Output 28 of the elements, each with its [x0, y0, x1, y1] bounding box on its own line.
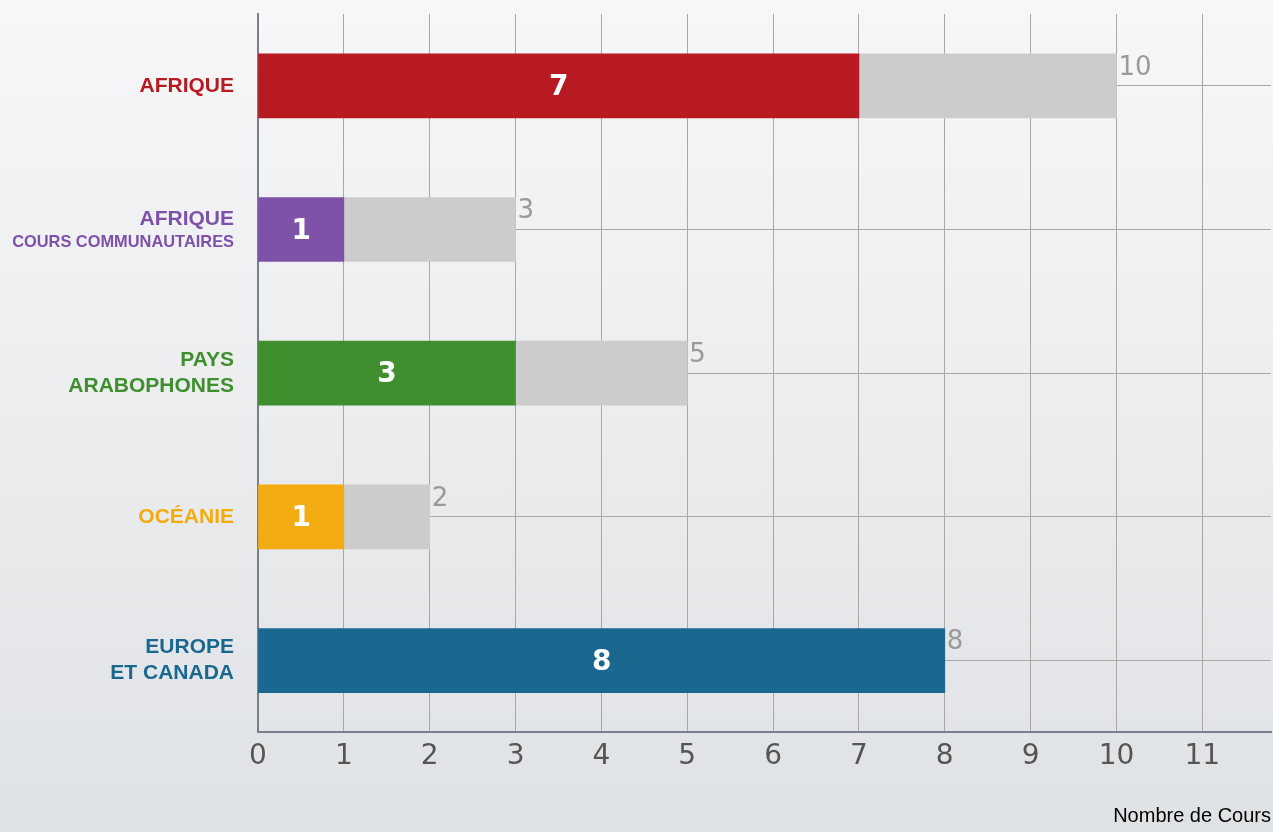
x-tick-label: 1 [334, 738, 353, 772]
x-tick-label: 11 [1184, 738, 1221, 772]
y-tick-label: AFRIQUE COURS COMMUNAUTAIRES [12, 206, 235, 251]
x-tick-label: 0 [249, 738, 267, 772]
x-tick-label: 10 [1098, 738, 1135, 772]
y-tick-label: PAYS ARABOPHONES [68, 346, 234, 397]
x-tick-label: 3 [506, 738, 525, 772]
x-tick-label: 2 [420, 738, 439, 772]
x-tick-label: 4 [592, 738, 611, 772]
data-label: 8 [591, 643, 612, 677]
total-label: 5 [689, 337, 706, 368]
x-axis-title: Nombre de Cours [1113, 803, 1271, 826]
data-label: 7 [548, 69, 569, 103]
data-label: 3 [377, 356, 397, 390]
x-tick-label: 7 [850, 738, 868, 772]
total-label: 8 [946, 625, 964, 656]
x-tick-label: 6 [764, 738, 782, 772]
x-tick-label: 9 [1021, 738, 1040, 772]
y-tick-label: OCÉANIE [138, 503, 234, 527]
data-label: 1 [291, 500, 311, 534]
x-tick-label: 8 [935, 738, 954, 772]
x-tick-label: 5 [678, 738, 697, 772]
total-label: 10 [1118, 50, 1152, 81]
y-tick-label: EUROPE ET CANADA [110, 634, 234, 684]
total-label: 3 [517, 194, 535, 225]
y-tick-label: AFRIQUE [139, 72, 234, 96]
total-label: 2 [431, 481, 449, 512]
data-label: 1 [291, 212, 311, 246]
